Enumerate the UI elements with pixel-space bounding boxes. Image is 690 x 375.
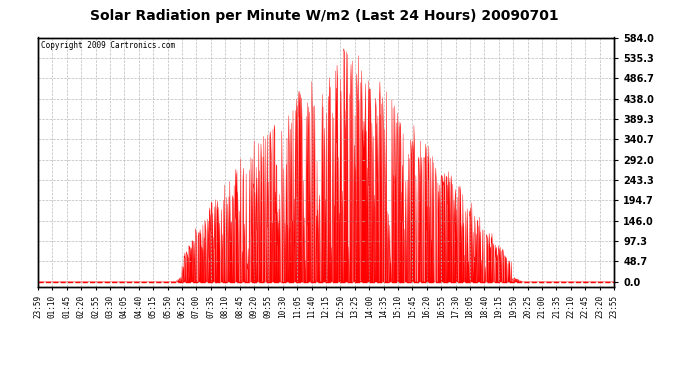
Text: Solar Radiation per Minute W/m2 (Last 24 Hours) 20090701: Solar Radiation per Minute W/m2 (Last 24… <box>90 9 559 23</box>
Text: Copyright 2009 Cartronics.com: Copyright 2009 Cartronics.com <box>41 41 175 50</box>
